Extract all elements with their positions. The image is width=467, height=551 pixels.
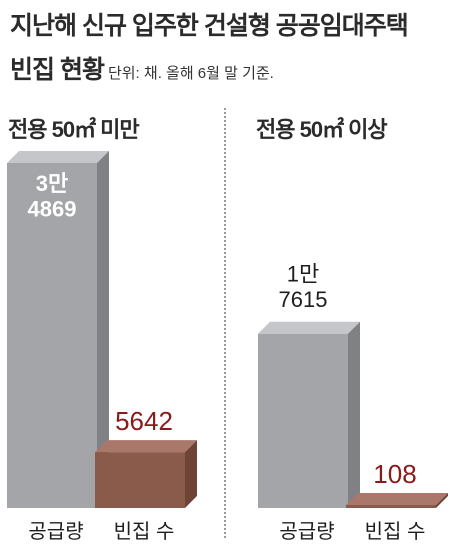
chart-title-line2-row: 빈집 현황 단위: 채. 올해 6월 말 기준.	[10, 50, 274, 86]
category-label-g1-0: 공급량	[279, 520, 334, 543]
bar-g0-supply-side	[97, 151, 109, 508]
bar-g0-vacant-top	[95, 440, 197, 453]
category-label-g0-0: 공급량	[28, 520, 83, 543]
category-label-g1-1: 빈집 수	[365, 520, 426, 543]
value-label-g0-supply: 3만 4869	[28, 171, 77, 221]
bar-g1-vacant-side	[436, 493, 448, 508]
bar-g0-vacant-front	[95, 452, 185, 508]
chart-title-line2: 빈집 현황	[10, 56, 105, 84]
bar-g0-vacant-side	[185, 440, 197, 508]
bar-g1-supply-side	[348, 321, 360, 508]
bar-g0-vacant	[95, 440, 197, 508]
group-label-over-50: 전용 50㎡ 이상	[256, 117, 388, 142]
chart-title: 지난해 신규 입주한 건설형 공공임대주택	[10, 6, 409, 42]
bar-g1-vacant	[346, 493, 448, 508]
bar-g0-supply	[7, 151, 109, 508]
value-label-g1-vacant: 108	[373, 459, 416, 489]
bar-g0-supply-front	[7, 163, 97, 508]
bar-g1-supply	[258, 321, 360, 508]
value-label-g1-supply: 1만 7615	[279, 262, 328, 312]
category-label-g0-1: 빈집 수	[114, 520, 175, 543]
bar-g1-vacant-top	[346, 493, 448, 505]
bar-g1-supply-top	[258, 321, 360, 334]
bar-g0-supply-top	[7, 151, 109, 163]
bar-g1-supply-front	[258, 333, 348, 508]
group-divider	[224, 108, 226, 538]
group-label-under-50: 전용 50㎡ 미만	[8, 117, 140, 142]
bar-g1-vacant-front	[346, 505, 436, 508]
value-label-g0-vacant: 5642	[115, 406, 173, 436]
chart-title-line1: 지난해 신규 입주한 건설형 공공임대주택	[10, 12, 409, 40]
unit-note: 단위: 채. 올해 6월 말 기준.	[107, 65, 274, 82]
